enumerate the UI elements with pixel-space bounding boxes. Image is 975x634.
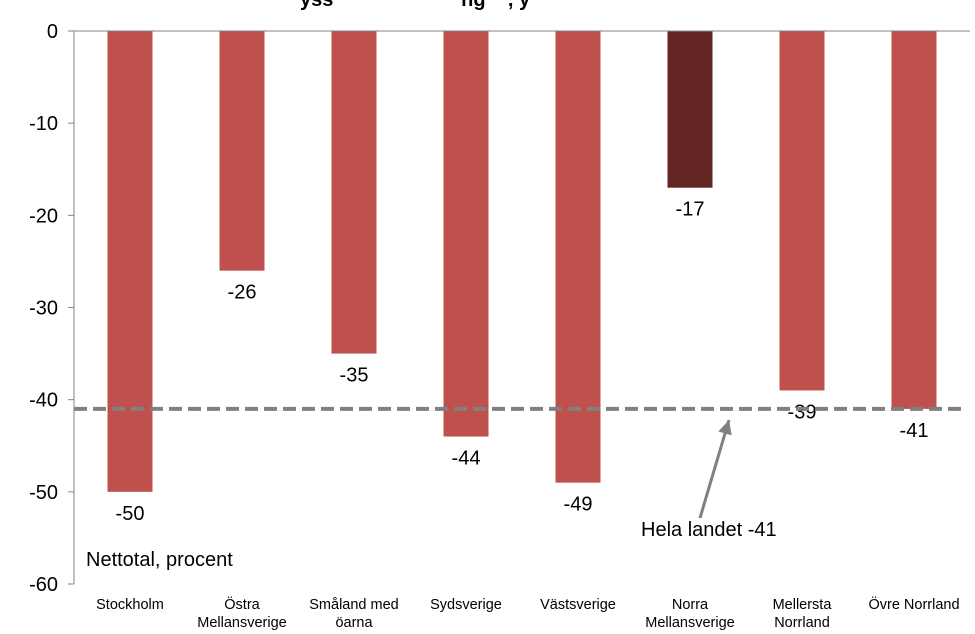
- data-label: -41: [900, 420, 929, 442]
- reference-line-label: Hela landet -41: [641, 519, 777, 541]
- bar: [779, 31, 825, 391]
- data-label: -39: [788, 401, 817, 423]
- category-label: Mellansverige: [197, 615, 286, 631]
- y-tick-label: -50: [29, 482, 58, 504]
- data-label: -26: [228, 282, 257, 304]
- data-labels-group: -50 -26 -35 -44 -49 -17 -39 -41: [116, 199, 929, 525]
- chart-title-fragment: yss ng , y: [300, 0, 531, 11]
- data-label: -49: [564, 494, 593, 516]
- category-label: Småland med: [309, 597, 398, 613]
- category-label: Övre Norrland: [868, 595, 959, 613]
- bar: [219, 31, 265, 271]
- y-axis: 0 -10 -20 -30 -40 -50 -60: [29, 21, 75, 596]
- bar: [107, 31, 153, 492]
- y-tick-label: -20: [29, 205, 58, 227]
- category-label: öarna: [335, 615, 373, 631]
- y-tick-label: -60: [29, 574, 58, 596]
- data-label: -50: [116, 503, 145, 525]
- category-label: Västsverige: [540, 597, 616, 613]
- data-label: -35: [340, 365, 369, 387]
- data-label: -17: [676, 199, 705, 221]
- category-label: Mellansverige: [645, 615, 734, 631]
- y-tick-label: -30: [29, 298, 58, 320]
- bar: [331, 31, 377, 354]
- x-axis: Stockholm Östra Mellansverige Småland med öa…: [74, 30, 970, 631]
- category-label: Sydsverige: [430, 597, 502, 613]
- reference-line-group: [74, 406, 965, 519]
- y-tick-label: -10: [29, 113, 58, 135]
- category-label: Mellersta: [773, 597, 833, 613]
- bar: [555, 31, 601, 483]
- bar: [443, 31, 489, 437]
- category-label: Östra: [224, 595, 260, 613]
- bar: [891, 31, 937, 409]
- bar: [667, 31, 713, 188]
- reference-arrow-head: [718, 420, 732, 436]
- unit-label: Nettotal, procent: [86, 549, 233, 571]
- category-label: Stockholm: [96, 597, 164, 613]
- y-tick-label: 0: [47, 21, 58, 43]
- reference-arrow-shaft: [698, 419, 731, 519]
- data-label: -44: [452, 448, 481, 470]
- y-tick-label: -40: [29, 390, 58, 412]
- category-label: Norrland: [774, 615, 830, 631]
- category-label: Norra: [672, 597, 709, 613]
